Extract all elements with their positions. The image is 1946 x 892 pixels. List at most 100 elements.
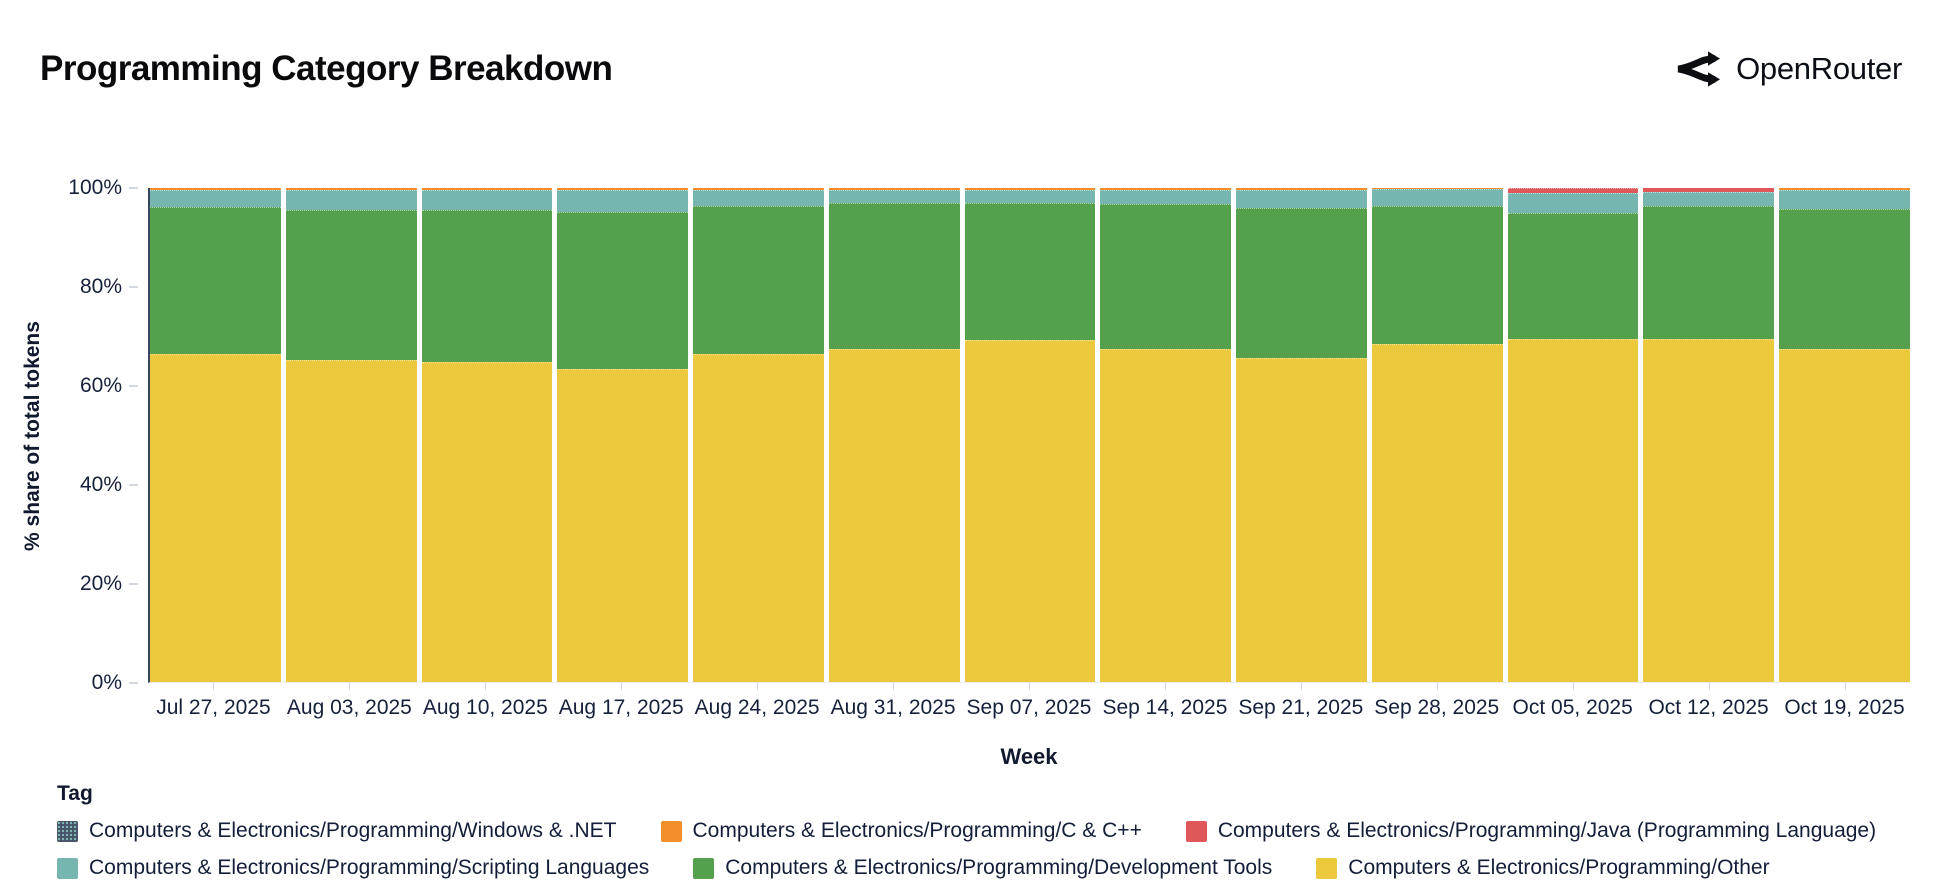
bar-segment[interactable] [964,339,1096,682]
bar-segment[interactable] [1236,208,1367,358]
bar-segment[interactable] [828,189,960,203]
bar-segment[interactable] [828,188,960,190]
y-tick-mark [129,385,138,387]
bar-segment[interactable] [1236,188,1367,190]
bar-segment[interactable] [421,188,553,190]
legend-row: Computers & Electronics/Programming/Wind… [57,819,1906,843]
openrouter-fork-icon [1676,49,1721,89]
legend-swatch [57,857,78,879]
bar-segment[interactable] [285,359,417,682]
bar-segment[interactable] [1779,348,1910,682]
bar-segment[interactable] [693,206,824,355]
x-tick-mark [556,683,687,691]
bar-segment[interactable] [421,210,553,362]
bar-segment[interactable] [1100,349,1232,682]
bar-segment[interactable] [1371,343,1503,682]
bar-segment[interactable] [1371,189,1503,207]
bar-segment[interactable] [1643,338,1775,682]
legend-item[interactable]: Computers & Electronics/Programming/Wind… [57,819,617,843]
bar-segment[interactable] [828,202,960,349]
bar-segment[interactable] [285,209,417,360]
legend-swatch [693,857,715,879]
bar-segment[interactable] [1643,192,1775,207]
bar-segment[interactable] [1779,190,1910,210]
legend-item[interactable]: Computers & Electronics/Programming/Java… [1185,819,1876,843]
y-tick-mark [129,484,138,486]
bar-segment[interactable] [1643,188,1775,193]
y-tick-label: 80% [79,275,122,298]
bar-segment[interactable] [964,189,1096,204]
y-tick-label: 60% [79,374,122,397]
bar-segment[interactable] [693,188,824,190]
bar-segment[interactable] [1100,204,1232,350]
y-tick-label: 100% [68,176,122,199]
bar-segment[interactable] [1371,206,1503,344]
legend-item[interactable]: Computers & Electronics/Programming/Scri… [57,856,649,880]
bar-segment[interactable] [1236,357,1367,682]
bar-segment[interactable] [1236,190,1367,209]
x-tick-mark [1235,683,1366,691]
bar-segment[interactable] [693,189,824,207]
x-tick-label: Aug 10, 2025 [422,696,548,719]
bar-segment[interactable] [1779,188,1910,190]
bar-segment[interactable] [1507,188,1639,194]
legend-label: Computers & Electronics/Programming/Wind… [89,819,617,842]
y-tick-mark [129,583,138,585]
x-tick-mark [1779,683,1910,691]
bar-segment[interactable] [285,188,417,190]
legend-item[interactable]: Computers & Electronics/Programming/Deve… [693,856,1272,880]
bar-segment[interactable] [557,190,689,213]
x-tick-mark [964,683,1095,691]
brand-name: OpenRouter [1736,51,1902,86]
bar-segment[interactable] [557,212,689,370]
x-axis-title: Week [1000,744,1058,769]
bar-week-3 [421,188,553,682]
bar-segment[interactable] [150,188,281,191]
legend-swatch [57,820,78,842]
bar-segment[interactable] [557,369,689,682]
y-tick-mark [129,187,138,189]
legend-item[interactable]: Computers & Electronics/Programming/C & … [660,819,1142,843]
bar-segment[interactable] [828,348,960,682]
x-axis-labels: Jul 27, 2025 Aug 03, 2025 Aug 10, 2025 Aug … [148,696,1910,720]
bar-segment[interactable] [421,361,553,682]
bar-segment[interactable] [1779,209,1910,349]
bar-segment[interactable] [964,203,1096,340]
bar-week-8 [1100,188,1232,682]
bar-segment[interactable] [693,354,824,682]
x-axis-ticks [148,683,1910,691]
bar-segment[interactable] [1100,188,1232,190]
legend-swatch [1316,857,1338,879]
x-tick-label: Aug 31, 2025 [830,696,956,719]
y-tick-label: 20% [79,572,122,595]
legend-row: Computers & Electronics/Programming/Scri… [57,856,1906,880]
y-tick-mark [129,682,138,684]
y-tick-label: 40% [79,473,122,496]
x-tick-label: Aug 17, 2025 [558,696,684,719]
bar-week-7 [964,188,1096,682]
bar-segment[interactable] [1643,206,1775,339]
bar-segment[interactable] [421,189,553,211]
bar-segment[interactable] [1507,213,1639,340]
legend-label: Computers & Electronics/Programming/C & … [692,819,1142,842]
bar-segment[interactable] [1100,189,1232,205]
y-axis: 0% 20% 40% 60% 80% 100% [0,176,146,694]
bar-segment[interactable] [150,206,281,354]
legend-item[interactable]: Computers & Electronics/Programming/Othe… [1316,856,1770,880]
bar-segment[interactable] [1507,339,1639,682]
bar-segment[interactable] [285,190,417,210]
bar-segment[interactable] [1371,188,1503,190]
bar-segment[interactable] [150,190,281,207]
bar-week-13 [1779,188,1910,682]
x-tick-mark [284,683,415,691]
x-tick-label: Oct 19, 2025 [1784,696,1905,719]
bar-week-4 [557,188,689,682]
openrouter-logo[interactable]: OpenRouter [1676,49,1902,89]
bar-segment[interactable] [1507,193,1639,214]
bar-segment[interactable] [150,353,281,682]
legend-swatch [1185,820,1207,842]
x-tick-mark [148,683,279,691]
bar-segment[interactable] [964,188,1096,190]
bar-segment[interactable] [557,188,689,191]
bar-week-11 [1507,188,1639,682]
